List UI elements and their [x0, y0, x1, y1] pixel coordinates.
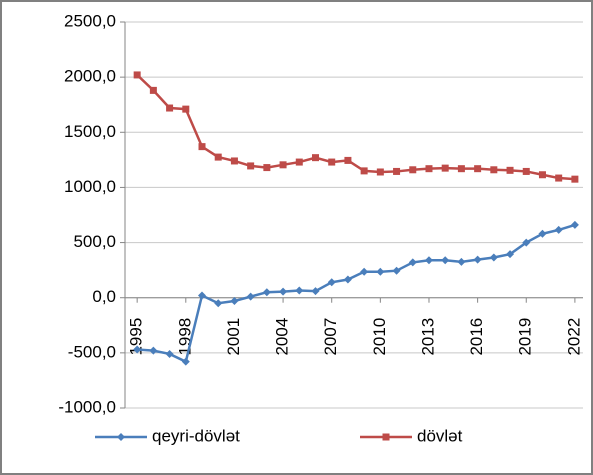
point — [230, 297, 239, 306]
point — [230, 157, 238, 165]
point — [376, 168, 384, 176]
point — [441, 256, 450, 265]
point — [473, 255, 482, 264]
point — [166, 104, 174, 112]
point — [279, 161, 287, 169]
legend-marker — [117, 433, 125, 441]
legend-label: dövlət — [417, 426, 463, 445]
x-tick-label: 1995 — [127, 318, 146, 356]
point — [295, 158, 303, 166]
point — [490, 166, 498, 174]
point — [246, 292, 255, 301]
point — [360, 167, 368, 175]
point — [441, 164, 449, 172]
point — [522, 238, 531, 247]
y-tick-label: 1000,0 — [64, 177, 116, 196]
point — [198, 143, 206, 151]
point — [214, 299, 223, 308]
y-tick-label: -1000,0 — [58, 397, 116, 416]
point — [506, 250, 515, 259]
point — [506, 166, 514, 174]
point — [457, 165, 465, 173]
point — [149, 86, 157, 94]
point — [311, 154, 319, 162]
x-tick-label: 2022 — [564, 318, 583, 356]
point — [360, 267, 369, 276]
x-tick-label: 2013 — [418, 318, 437, 356]
point — [262, 288, 271, 297]
x-tick-label: 2010 — [370, 318, 389, 356]
point — [392, 266, 401, 275]
point — [425, 165, 433, 173]
point — [247, 162, 255, 170]
point — [198, 291, 207, 300]
legend-label: qeyri-dövlət — [152, 426, 240, 445]
point — [554, 225, 563, 234]
point — [393, 167, 401, 175]
point — [457, 257, 466, 266]
x-tick-label: 2016 — [467, 318, 486, 356]
point — [376, 267, 385, 276]
y-tick-label: 1500,0 — [64, 122, 116, 141]
point — [214, 153, 222, 161]
point — [295, 286, 304, 295]
x-tick-label: 2019 — [516, 318, 535, 356]
point — [182, 105, 190, 113]
point — [133, 71, 141, 79]
legend-item: dövlət — [360, 426, 463, 445]
point — [311, 287, 320, 296]
point — [538, 171, 546, 179]
point — [571, 175, 579, 183]
point — [555, 174, 563, 182]
point — [408, 258, 417, 267]
point — [409, 166, 417, 174]
point — [489, 253, 498, 262]
point — [344, 156, 352, 164]
point — [181, 357, 190, 366]
series-line — [136, 74, 575, 181]
point — [279, 287, 288, 296]
point — [343, 275, 352, 284]
point — [522, 167, 530, 175]
point — [165, 349, 174, 358]
y-tick-label: 2000,0 — [64, 67, 116, 86]
series-line — [137, 223, 576, 364]
point — [327, 278, 336, 287]
legend-item: qeyri-dövlət — [95, 426, 240, 445]
y-tick-label: 2500,0 — [64, 11, 116, 30]
y-tick-label: 0,0 — [92, 287, 116, 306]
point — [570, 220, 579, 229]
x-tick-label: 2007 — [321, 318, 340, 356]
point — [133, 345, 142, 354]
legend-marker — [382, 433, 390, 441]
point — [149, 346, 158, 355]
y-tick-label: 500,0 — [73, 232, 116, 251]
y-tick-label: -500,0 — [68, 342, 116, 361]
point — [538, 229, 547, 238]
x-tick-label: 2001 — [224, 318, 243, 356]
point — [328, 158, 336, 166]
point — [424, 256, 433, 265]
point — [263, 164, 271, 172]
point — [474, 165, 482, 173]
x-tick-label: 2004 — [273, 318, 292, 356]
